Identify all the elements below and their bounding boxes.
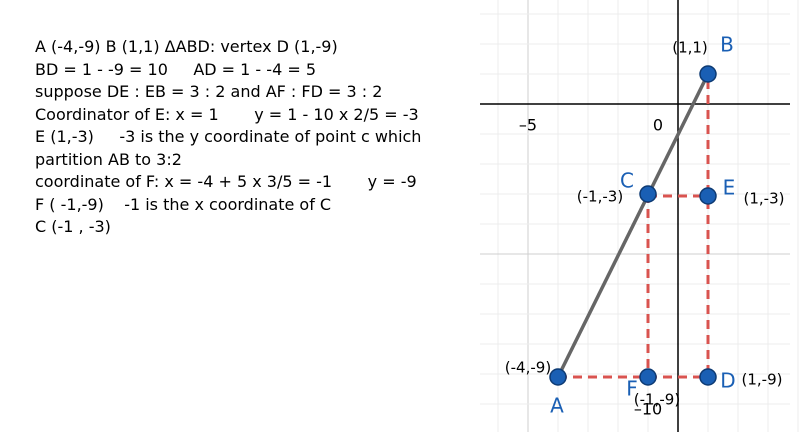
labels: –5 0 –10 A (-4,-9) B (1,1) C(-1,-3) E (1,-3) D (1,-… <box>505 33 785 419</box>
text-line: E (1,-3) -3 is the y coordinate of point… <box>35 127 422 146</box>
point-coords: (-1,-9) <box>634 391 680 409</box>
point <box>639 368 657 386</box>
segment-ab <box>556 73 710 378</box>
point-name: E <box>723 176 736 200</box>
text-line: Coordinator of E: x = 1 y = 1 - 10 x 2/5… <box>35 104 419 124</box>
point-coords: (1,-3) <box>744 190 785 208</box>
point <box>639 185 657 203</box>
axis-label: –10 <box>634 400 662 419</box>
point-name: D <box>720 369 735 393</box>
text-line: partition AB to 3:2 <box>35 149 182 169</box>
text-line: C (-1 , -3) <box>35 217 111 236</box>
point-name: C <box>620 169 634 193</box>
text-line: A (-4,-9) B (1,1) ΔABD: vertex D (1,-9) <box>35 37 338 56</box>
point <box>699 65 717 83</box>
explanation: A (-4,-9) B (1,1) ΔABD: vertex D (1,-9) B… <box>35 36 421 239</box>
axis-label: –5 <box>519 116 537 135</box>
point-coords: (1,-9) <box>742 371 783 389</box>
point-name: B <box>720 33 734 57</box>
point <box>699 187 717 205</box>
axis-label: 0 <box>653 116 663 135</box>
point-coords: (-1,-3) <box>577 188 623 206</box>
point-name: A <box>550 394 564 418</box>
text-line: F ( -1,-9) -1 is the x coordinate of C <box>35 194 332 214</box>
point-coords: (1,1) <box>672 39 708 57</box>
text-line: coordinate of F: x = -4 + 5 x 3/5 = -1 y… <box>35 172 417 191</box>
text-line: BD = 1 - -9 = 10 AD = 1 - -4 = 5 <box>35 59 316 79</box>
point-name: F <box>626 377 638 401</box>
dashed-lines <box>558 80 710 379</box>
text-line: suppose DE : EB = 3 : 2 and AF : FD = 3 … <box>35 82 383 101</box>
point <box>699 368 717 386</box>
point-coords: (-4,-9) <box>505 359 551 377</box>
point <box>549 368 567 386</box>
